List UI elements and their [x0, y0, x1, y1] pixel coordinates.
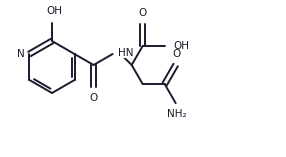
Text: O: O	[172, 49, 181, 59]
Text: HN: HN	[118, 48, 133, 58]
Text: N: N	[17, 49, 25, 59]
Text: NH₂: NH₂	[167, 109, 186, 119]
Text: OH: OH	[174, 41, 190, 51]
Text: O: O	[138, 8, 147, 18]
Text: O: O	[90, 93, 98, 103]
Text: OH: OH	[46, 6, 62, 16]
